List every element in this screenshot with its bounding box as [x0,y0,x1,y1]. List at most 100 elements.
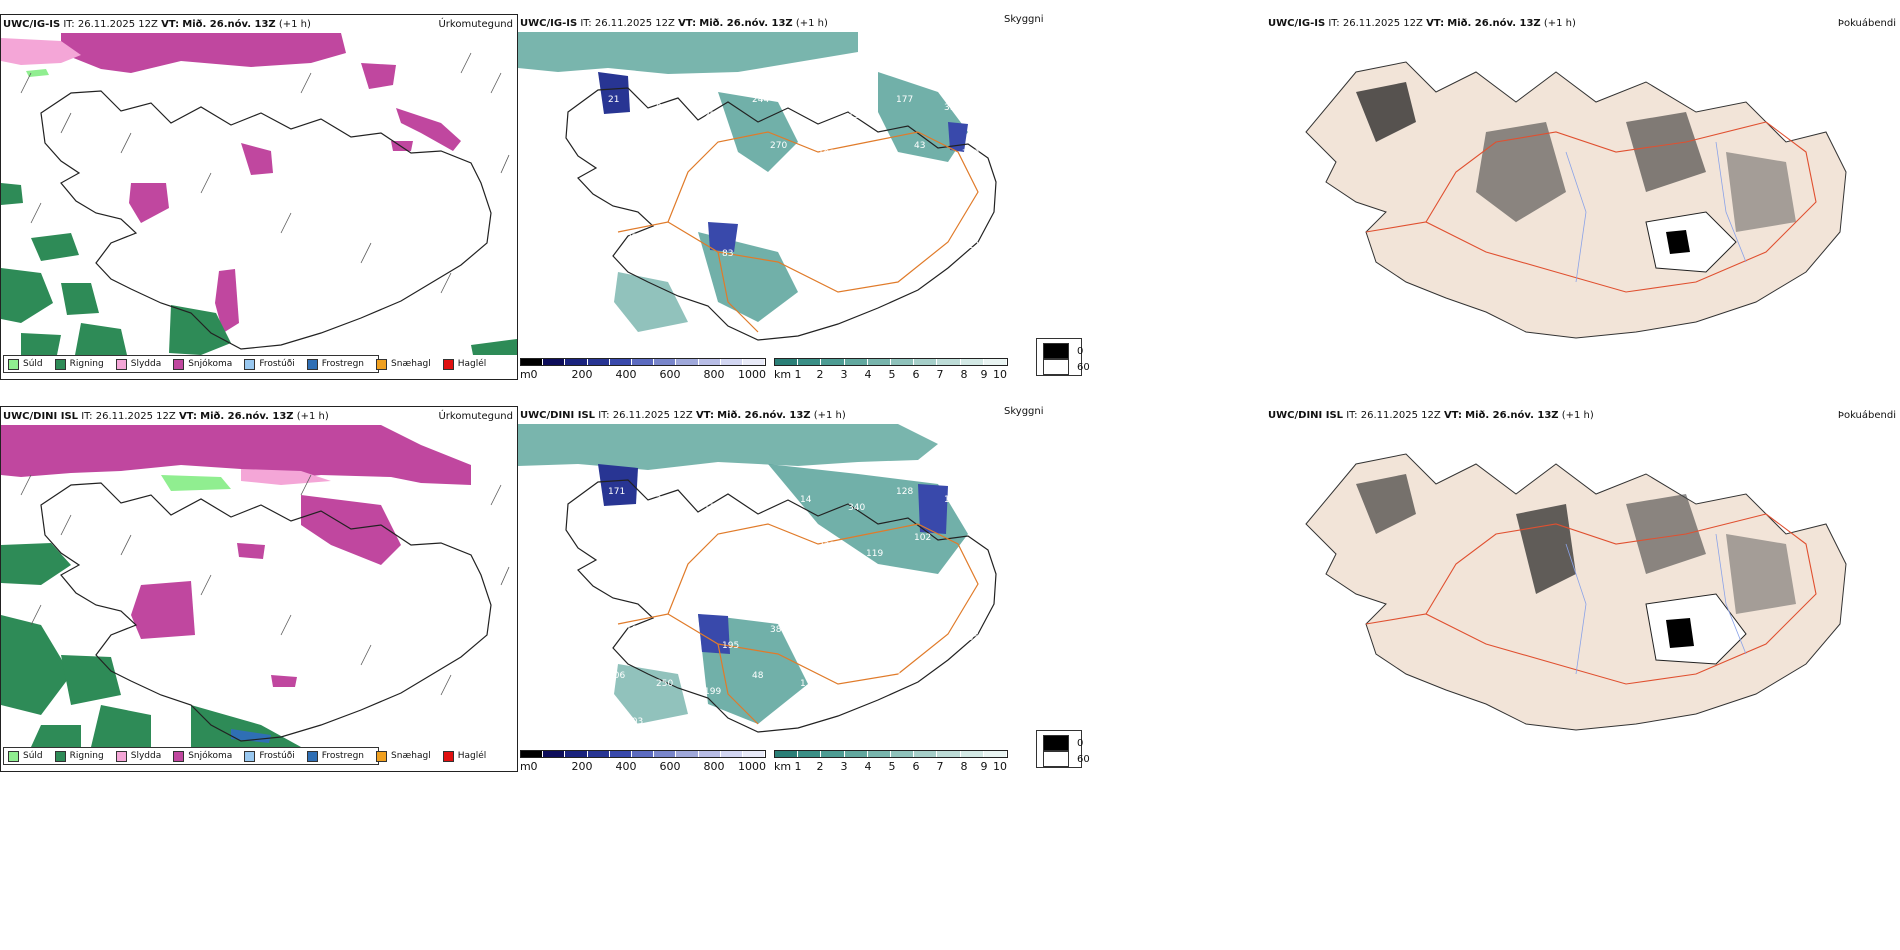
low-visibility-area [768,464,968,574]
visibility-value-label: 302 [866,157,883,167]
visibility-value-label: 306 [800,195,817,205]
legend-item: Snjókoma [173,358,232,370]
low-visibility-area [718,92,798,172]
colorbar-segment [891,359,915,365]
very-low-visibility-area [698,614,730,654]
legend-item: Haglél [442,750,486,762]
visibility-value-label: 199 [704,687,721,697]
colorbar-segment [798,359,822,365]
sleet-area [241,469,331,485]
wind-barbs [20,52,510,294]
legend-swatch [8,750,19,762]
visibility-value-label: 105 [962,633,979,643]
colorbar-segment [742,751,766,757]
colorbar-segment [543,359,566,365]
low-visibility-area [878,72,968,162]
visibility-m-colorbar: m 0 200 400 600 800 1000 [520,750,766,773]
legend-swatch [442,358,454,370]
fog-panel-top: UWC/IG-IS IT: 26.11.2025 12Z VT: Mið. 26… [1266,14,1900,380]
visibility-value-label: 119 [866,549,883,559]
precip-map [1,33,517,355]
rain-area [169,305,231,355]
colorbar-segment [914,751,938,757]
colorbar-tick: 800 [703,760,725,773]
precip-map [1,425,510,747]
colorbar-segment [631,751,655,757]
visibility-value-label: 80 [674,241,686,251]
visibility-value-label: 173 [722,733,739,743]
visibility-value-label: 340 [848,503,865,513]
fog-legend-top: 0 60 [1036,338,1090,376]
colorbar-segment [937,751,961,757]
snow-area [361,63,396,89]
colorbar-strip [774,750,1008,758]
visibility-value-label: 731 [944,587,961,597]
visibility-panel-bottom: UWC/DINI ISL IT: 26.11.2025 12Z VT: Mið.… [518,406,1044,773]
rain-area [1,268,53,323]
visibility-value-label: 119 [722,157,739,167]
low-visibility-area [614,664,688,724]
precip-legend: Súld Rigning Slydda Snjókoma Frostúði Fr… [3,747,486,765]
colorbar-segment [867,359,892,365]
legend-item: Snjókoma [173,750,232,762]
colorbar-strip [520,358,766,366]
visibility-value-label: 173 [818,633,835,643]
visibility-value-label: 171 [608,487,625,497]
snow-area [301,495,401,565]
colorbar-tick: 7 [936,760,944,773]
colorbar-unit: km [774,368,792,381]
legend-item: Snæhagl [376,358,431,370]
legend-item: Snæhagl [376,750,431,762]
visibility-value-label: 100 [626,625,643,635]
visibility-value-label: 105 [866,249,883,259]
visibility-value-label: 81 [656,103,667,113]
colorbar-segment [720,751,743,757]
rain-area [31,725,81,747]
colorbar-segment [609,359,632,365]
rain-area [1,615,71,715]
visibility-value-label: 112 [770,233,787,243]
legend-item: Frostúði [244,358,295,370]
visibility-value-label: 222 [626,233,643,243]
colorbar-segment [587,751,610,757]
panel-title: Skyggni [1004,14,1044,25]
panel-title: Úrkomutegund [438,19,513,30]
visibility-value-label: 2 [608,279,614,289]
low-visibility-area [518,424,938,470]
sleet-area [1,38,81,65]
visibility-value-label: 139 [800,679,817,689]
legend-swatch [173,750,185,762]
visibility-value-label: 486 [914,233,931,243]
visibility-value-label: 122 [656,587,673,597]
rain-area [191,705,301,747]
legend-swatch [306,358,318,370]
panel-title: Þokuábendi [1837,18,1896,29]
wind-barbs [20,474,510,696]
visibility-value-label: 229 [704,111,721,121]
colorbar-tick: 3 [840,760,848,773]
legend-item: Rigning [54,358,104,370]
colorbar-tick: 10 [993,368,1007,381]
colorbar-segment [798,751,822,757]
precip-legend: Súld Rigning Slydda Snjókoma Frostúði Fr… [3,355,486,373]
colorbar-tick: 8 [960,368,968,381]
visibility-km-colorbar: km 1 2 3 4 5 6 7 8 9 10 [774,358,1008,381]
visibility-value-label: 255 [848,595,865,605]
colorbar-segment [821,751,845,757]
visibility-value-label: 196 [608,579,625,589]
legend-swatch [244,358,256,370]
visibility-value-label: 131 [704,503,721,513]
roads [617,523,979,725]
coastline [565,479,997,733]
visibility-value-label: 128 [704,203,721,213]
very-low-visibility-area [708,222,738,252]
fog-dense-area [1626,112,1706,192]
snow-area [237,543,265,559]
legend-item: Frostregn [306,358,364,370]
drizzle-area [161,475,231,491]
snow-area [396,108,461,151]
colorbar-segment [631,359,655,365]
colorbar-unit: m [520,368,531,381]
colorbar-segment [742,359,766,365]
snow-area [215,269,239,333]
